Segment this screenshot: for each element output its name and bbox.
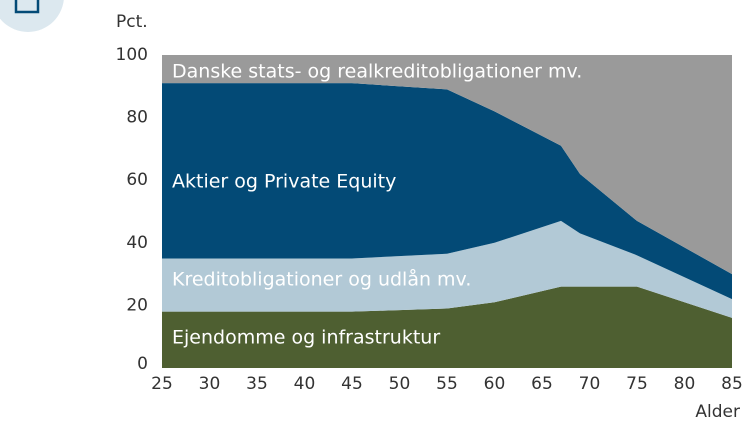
series-label: Aktier og Private Equity <box>172 171 396 193</box>
x-tick-label: 40 <box>294 374 316 394</box>
y-tick-label: 60 <box>126 170 148 190</box>
series-label: Kreditobligationer og udlån mv. <box>172 268 471 291</box>
x-tick-label: 65 <box>531 374 553 394</box>
x-axis-label: Alder <box>695 402 740 422</box>
area <box>162 286 732 368</box>
x-tick-label: 80 <box>674 374 696 394</box>
y-tick-label: 80 <box>126 108 148 128</box>
y-tick-label: 100 <box>116 45 148 65</box>
x-tick-label: 60 <box>484 374 506 394</box>
series-label: Danske stats- og realkreditobligationer … <box>172 61 582 83</box>
y-axis-label: Pct. <box>116 12 148 32</box>
x-tick-label: 55 <box>436 374 458 394</box>
series-label: Ejendomme og infrastruktur <box>172 327 440 349</box>
area <box>162 220 732 318</box>
x-tick-label: 70 <box>579 374 601 394</box>
x-tick-label: 35 <box>246 374 268 394</box>
x-tick-label: 85 <box>721 374 743 394</box>
x-tick-label: 45 <box>341 374 363 394</box>
y-tick-label: 40 <box>126 233 148 253</box>
x-tick-label: 25 <box>151 374 173 394</box>
x-tick-label: 50 <box>389 374 411 394</box>
y-tick-label: 0 <box>137 354 148 374</box>
y-tick-label: 20 <box>126 295 148 315</box>
x-tick-label: 75 <box>626 374 648 394</box>
x-tick-label: 30 <box>199 374 221 394</box>
area <box>162 83 732 300</box>
area <box>162 55 732 275</box>
icon <box>0 0 64 32</box>
